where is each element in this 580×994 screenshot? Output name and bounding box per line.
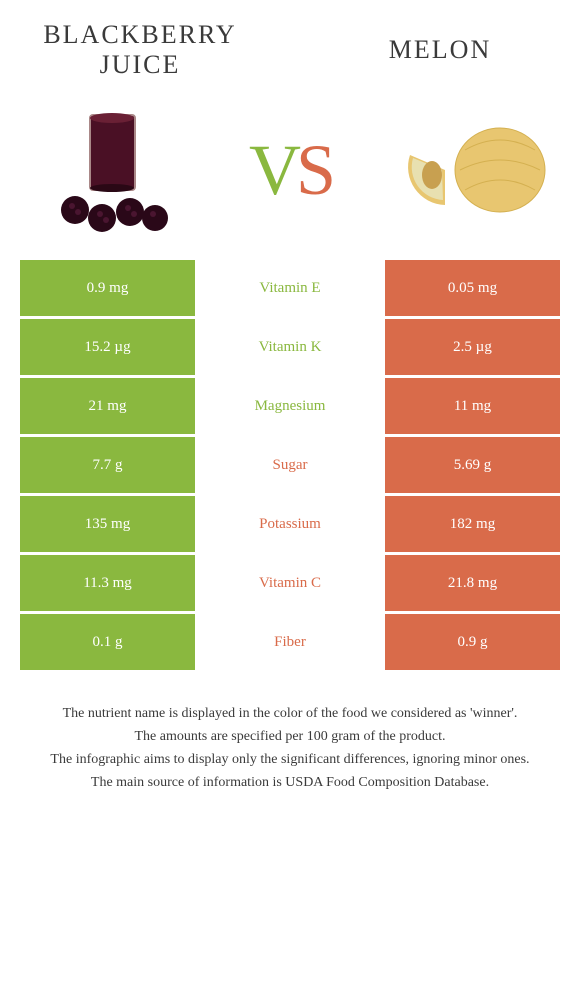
table-row: 0.1 gFiber0.9 g (20, 614, 560, 670)
right-value: 5.69 g (385, 437, 560, 493)
right-value: 21.8 mg (385, 555, 560, 611)
nutrient-label: Sugar (195, 437, 385, 493)
right-value: 0.9 g (385, 614, 560, 670)
right-value: 0.05 mg (385, 260, 560, 316)
comparison-table: 0.9 mgVitamin E0.05 mg15.2 µgVitamin K2.… (0, 260, 580, 670)
right-value: 2.5 µg (385, 319, 560, 375)
footer-line: The nutrient name is displayed in the co… (20, 703, 560, 724)
right-value: 182 mg (385, 496, 560, 552)
images-row: VS (0, 90, 580, 260)
footer-line: The infographic aims to display only the… (20, 749, 560, 770)
footer-line: The main source of information is USDA F… (20, 772, 560, 793)
vs-v: V (249, 130, 296, 210)
left-value: 7.7 g (20, 437, 195, 493)
nutrient-label: Potassium (195, 496, 385, 552)
table-row: 21 mgMagnesium11 mg (20, 378, 560, 434)
nutrient-label: Magnesium (195, 378, 385, 434)
left-value: 0.9 mg (20, 260, 195, 316)
right-value: 11 mg (385, 378, 560, 434)
title-left: Blackberry juice (40, 20, 240, 80)
footer-text: The nutrient name is displayed in the co… (0, 673, 580, 815)
left-value: 21 mg (20, 378, 195, 434)
vs-label: VS (249, 129, 331, 212)
nutrient-label: Vitamin E (195, 260, 385, 316)
table-row: 135 mgPotassium182 mg (20, 496, 560, 552)
nutrient-label: Vitamin K (195, 319, 385, 375)
vs-s: S (296, 130, 331, 210)
table-row: 7.7 gSugar5.69 g (20, 437, 560, 493)
table-row: 0.9 mgVitamin E0.05 mg (20, 260, 560, 316)
header: Blackberry juice Melon (0, 0, 580, 90)
left-value: 15.2 µg (20, 319, 195, 375)
table-row: 11.3 mgVitamin C21.8 mg (20, 555, 560, 611)
nutrient-label: Vitamin C (195, 555, 385, 611)
melon-image (390, 100, 550, 240)
left-value: 11.3 mg (20, 555, 195, 611)
left-value: 0.1 g (20, 614, 195, 670)
blackberry-juice-image (30, 100, 190, 240)
left-value: 135 mg (20, 496, 195, 552)
footer-line: The amounts are specified per 100 gram o… (20, 726, 560, 747)
nutrient-label: Fiber (195, 614, 385, 670)
table-row: 15.2 µgVitamin K2.5 µg (20, 319, 560, 375)
title-right: Melon (340, 35, 540, 65)
